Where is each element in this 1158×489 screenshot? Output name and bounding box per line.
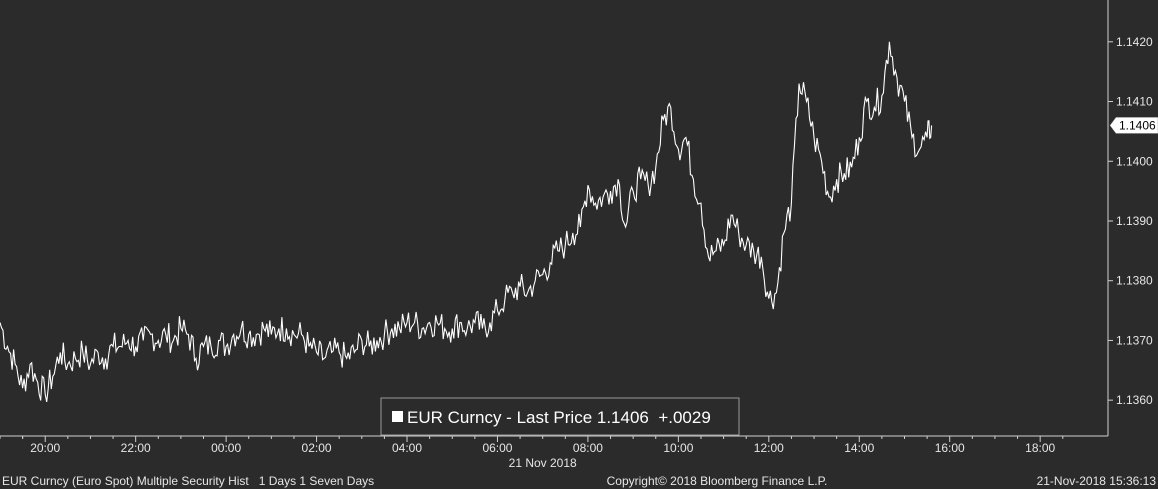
footer-copyright: Copyright© 2018 Bloomberg Finance L.P. xyxy=(607,474,828,488)
x-tick-label: 02:00 xyxy=(302,441,332,455)
x-tick-label: 14:00 xyxy=(844,441,874,455)
legend: EUR Curncy - Last Price 1.1406 +.0029 xyxy=(380,397,740,436)
x-tick-label: 18:00 xyxy=(1025,441,1055,455)
x-tick-label: 08:00 xyxy=(573,441,603,455)
footer-security-description: EUR Curncy (Euro Spot) Multiple Security… xyxy=(2,474,374,488)
last-price-tag xyxy=(1109,117,1158,134)
plot-area xyxy=(0,41,933,403)
y-tick-label: 1.1390 xyxy=(1116,214,1153,228)
y-tick-label: 1.1370 xyxy=(1116,333,1153,347)
footer-bar: EUR Curncy (Euro Spot) Multiple Security… xyxy=(2,474,1156,488)
y-tick-label: 1.1380 xyxy=(1116,274,1153,288)
price-series-line xyxy=(0,41,933,403)
x-tick-label: 00:00 xyxy=(211,441,241,455)
y-tick-label: 1.1420 xyxy=(1116,35,1153,49)
last-price-marker: 1.1406 xyxy=(1109,117,1158,134)
legend-box xyxy=(380,397,740,436)
x-axis-date-label: 21 Nov 2018 xyxy=(509,456,577,470)
x-axis: 20:00 22:00 00:00 02:00 04:00 06:00 08:00 10:00… xyxy=(0,435,1108,470)
y-tick-label: 1.1410 xyxy=(1116,95,1153,109)
legend-swatch xyxy=(392,411,403,422)
y-axis: 1.1360 1.1370 1.1380 1.1390 1.1400 1.1410 1.14… xyxy=(1107,0,1153,436)
x-tick-label: 22:00 xyxy=(121,441,151,455)
x-tick-label: 10:00 xyxy=(663,441,693,455)
x-tick-group: 20:00 22:00 00:00 02:00 04:00 06:00 08:00 10:00… xyxy=(0,436,1064,455)
x-tick-label: 04:00 xyxy=(392,441,422,455)
last-price-label: 1.1406 xyxy=(1119,118,1156,132)
y-tick-group: 1.1360 1.1370 1.1380 1.1390 1.1400 1.1410 1.14… xyxy=(1108,35,1153,407)
x-tick-label: 12:00 xyxy=(754,441,784,455)
x-tick-label: 16:00 xyxy=(935,441,965,455)
y-tick-label: 1.1400 xyxy=(1116,154,1153,168)
y-tick-label: 1.1360 xyxy=(1116,393,1153,407)
x-tick-label: 06:00 xyxy=(482,441,512,455)
footer-timestamp: 21-Nov-2018 15:36:13 xyxy=(1037,474,1157,488)
x-tick-label: 20:00 xyxy=(30,441,60,455)
legend-label: EUR Curncy - Last Price 1.1406 +.0029 xyxy=(407,408,711,427)
